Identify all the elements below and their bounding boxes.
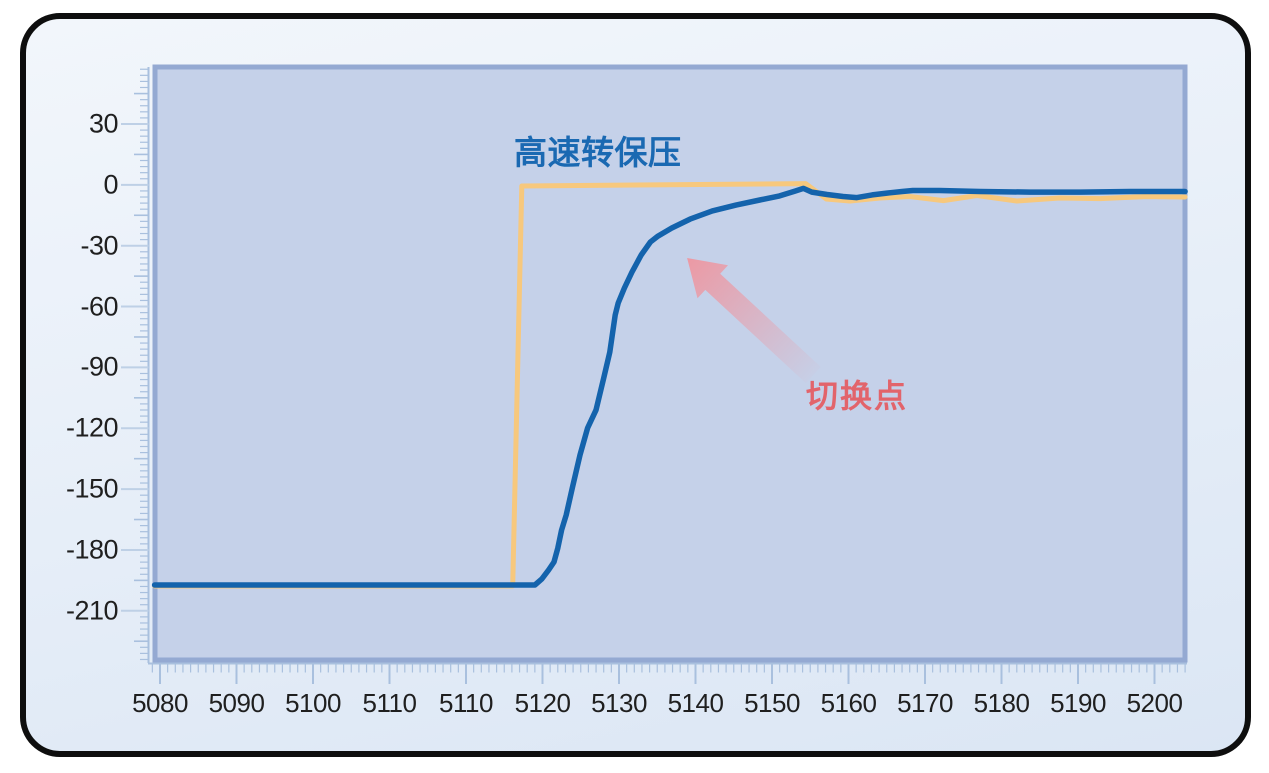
x-tick-label: 5130 (591, 688, 647, 718)
x-tick-label: 5140 (667, 688, 724, 718)
x-tick-label: 5110 (362, 688, 417, 718)
x-tick-label: 5090 (208, 688, 265, 718)
x-tick-label: 5190 (1050, 688, 1106, 718)
y-tick-label: -180 (65, 534, 119, 565)
y-tick-label: 0 (103, 169, 118, 200)
y-tick-label: -30 (80, 230, 118, 261)
y-tick-label: -210 (65, 595, 119, 626)
x-tick-label: 5080 (132, 688, 188, 718)
plot-area (152, 64, 1188, 663)
x-tick-label: 5170 (897, 688, 953, 718)
y-tick-label: 30 (88, 108, 119, 139)
x-tick-label: 5100 (285, 688, 341, 718)
x-tick-label: 5110 (439, 688, 493, 718)
x-tick-label: 5160 (820, 688, 877, 718)
x-tick-label: 5180 (973, 688, 1030, 718)
switch-point-label: 切换点 (806, 378, 909, 414)
x-tick-label: 5120 (514, 688, 571, 718)
x-tick-label: 5150 (744, 688, 800, 718)
y-tick-label: -60 (80, 291, 118, 322)
y-tick-label: -120 (65, 412, 119, 443)
y-tick-label: -150 (65, 473, 119, 504)
switch-point-arrow (687, 258, 821, 384)
y-tick-label: -90 (80, 351, 118, 382)
chart-title: 高速转保压 (514, 134, 682, 171)
setpoint-curve (152, 181, 1188, 589)
actual-curve (151, 185, 1188, 588)
x-tick-label: 5200 (1126, 688, 1183, 718)
